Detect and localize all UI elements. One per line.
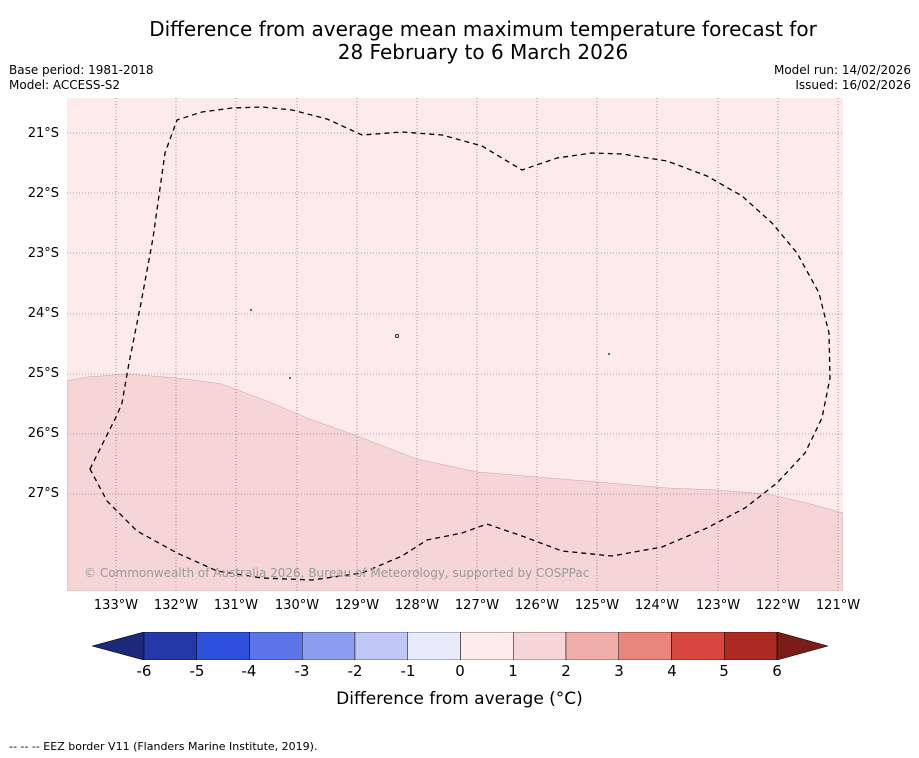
colorbar-segment — [354, 632, 408, 660]
lat-label: 25°S — [27, 366, 59, 381]
lon-label: 123°W — [695, 598, 741, 613]
colorbar-segment — [671, 632, 725, 660]
colorbar-under-arrow — [92, 632, 145, 660]
colorbar-tick: -1 — [400, 662, 416, 680]
lon-label: 126°W — [514, 598, 560, 613]
colorbar-segment — [196, 632, 250, 660]
lon-label: 125°W — [574, 598, 620, 613]
eez-border — [89, 106, 831, 581]
model-run: Model run: 14/02/2026 — [773, 63, 911, 77]
island-marker — [250, 309, 252, 311]
model-name: Model: ACCESS-S2 — [9, 78, 121, 92]
colorbar-segment — [565, 632, 619, 660]
colorbar-tick: 3 — [614, 662, 624, 680]
lon-label: 128°W — [394, 598, 440, 613]
lat-label: 26°S — [27, 426, 59, 441]
island-marker — [289, 377, 291, 379]
island-marker — [394, 333, 399, 338]
forecast-map — [67, 98, 843, 591]
colorbar-tick: 4 — [667, 662, 677, 680]
colorbar-segment — [724, 632, 778, 660]
colorbar-tick: -6 — [136, 662, 152, 680]
eez-legend-note: -- -- -- EEZ border V11 (Flanders Marine… — [9, 740, 318, 753]
island-markers — [250, 309, 610, 379]
colorbar-tick: -5 — [189, 662, 205, 680]
lat-label: 27°S — [27, 486, 59, 501]
colorbar-over-arrow — [776, 632, 828, 660]
colorbar-segment — [618, 632, 672, 660]
lon-label: 132°W — [153, 598, 199, 613]
lat-label: 23°S — [27, 246, 59, 261]
issued-date: Issued: 16/02/2026 — [795, 78, 911, 92]
lon-label: 133°W — [93, 598, 139, 613]
lon-label: 131°W — [213, 598, 259, 613]
colorbar-tick: 5 — [719, 662, 729, 680]
colorbar-tick: -4 — [241, 662, 257, 680]
copyright-notice: © Commonwealth of Australia 2026, Bureau… — [84, 566, 590, 580]
meta-right: Model run: 14/02/2026 Issued: 16/02/2026 — [774, 63, 911, 93]
colorbar-segment — [302, 632, 356, 660]
colorbar-tick: 2 — [561, 662, 571, 680]
colorbar-tick: 1 — [508, 662, 518, 680]
lon-label: 121°W — [815, 598, 861, 613]
title-line-2: 28 February to 6 March 2026 — [337, 40, 629, 64]
lat-label: 21°S — [27, 126, 59, 141]
colorbar-tick: 0 — [455, 662, 465, 680]
title-line-1: Difference from average mean maximum tem… — [149, 17, 817, 41]
colorbar-tick: -2 — [347, 662, 363, 680]
colorbar-tick: -3 — [294, 662, 310, 680]
graticule — [67, 98, 843, 591]
colorbar-segment — [513, 632, 567, 660]
base-period: Base period: 1981-2018 — [9, 63, 154, 77]
lon-label: 122°W — [755, 598, 801, 613]
lon-label: 124°W — [634, 598, 680, 613]
colorbar-label: Difference from average (°C) — [336, 689, 583, 709]
map-title: Difference from average mean maximum tem… — [0, 18, 919, 64]
lat-label: 24°S — [27, 306, 59, 321]
anomaly-region-1-to-2 — [67, 373, 843, 591]
island-marker — [608, 353, 610, 355]
colorbar-tick: 6 — [772, 662, 782, 680]
meta-left: Base period: 1981-2018 Model: ACCESS-S2 — [9, 63, 154, 93]
colorbar-segment — [407, 632, 461, 660]
colorbar-segment — [249, 632, 303, 660]
lon-label: 127°W — [454, 598, 500, 613]
colorbar — [92, 632, 828, 660]
lon-label: 129°W — [334, 598, 380, 613]
lat-label: 22°S — [27, 186, 59, 201]
colorbar-segment — [460, 632, 514, 660]
lon-label: 130°W — [274, 598, 320, 613]
colorbar-segment — [143, 632, 197, 660]
